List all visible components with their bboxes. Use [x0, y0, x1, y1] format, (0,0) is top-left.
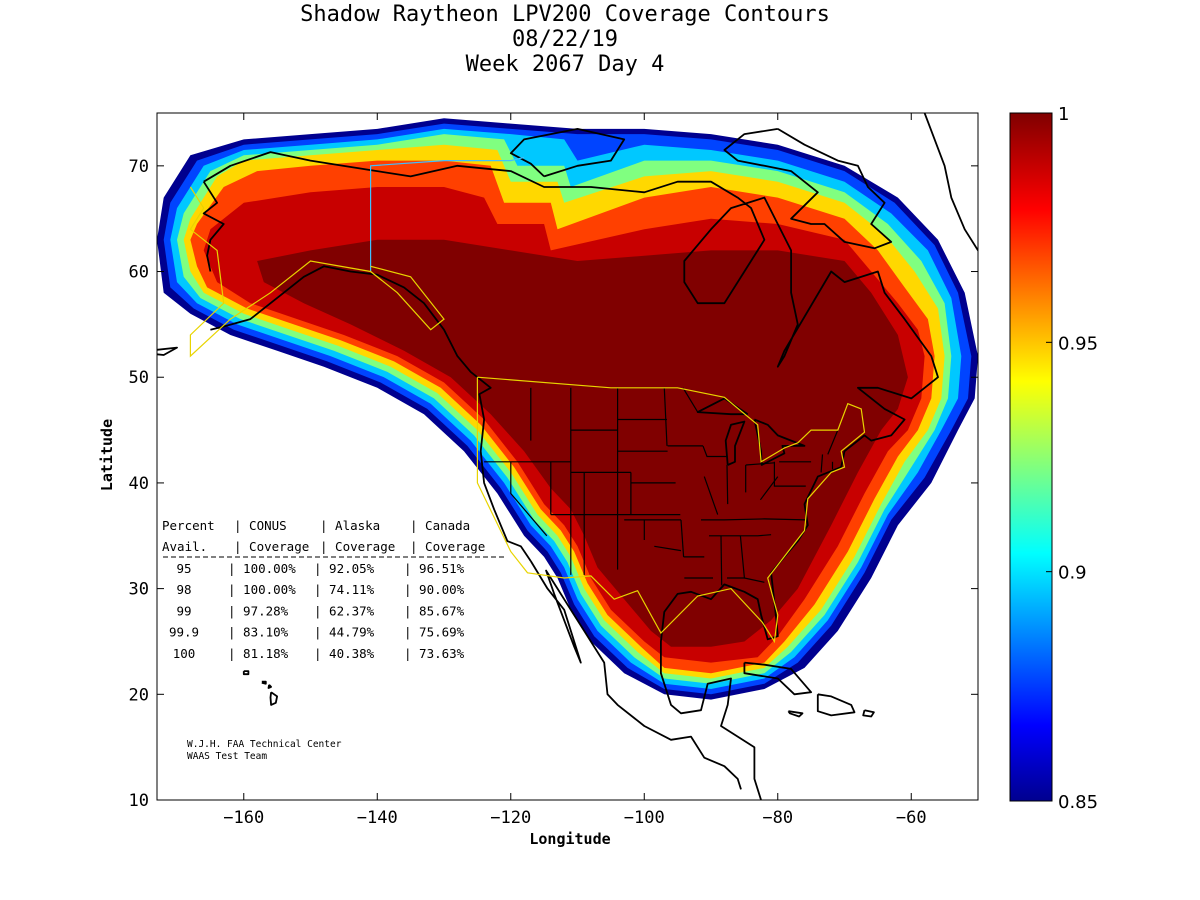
coastline-9: [862, 709, 875, 718]
table-row-2-cell-2: | 62.37%: [314, 603, 375, 618]
coastline-13: [923, 113, 978, 253]
coastline-17: [269, 691, 278, 706]
state-border-37: [654, 545, 682, 552]
state-border-27: [726, 464, 729, 505]
state-border-29: [773, 461, 806, 487]
coastline-2: [202, 181, 225, 272]
colorbar-tick-label-1: 0.9: [1058, 563, 1087, 584]
coastline-11: [509, 128, 626, 178]
coastline-1: [210, 265, 532, 562]
chart-title-line-1: Shadow Raytheon LPV200 Coverage Contours: [300, 2, 830, 27]
table-row-2-cell-3: | 85.67%: [404, 603, 465, 618]
table-row-3-cell-3: | 75.69%: [404, 625, 465, 640]
x-tick-label-1: −140: [357, 808, 398, 828]
state-border-1: [510, 461, 548, 537]
table-header-1-cell-1: | CONUS: [234, 518, 287, 533]
x-tick-label-0: −160: [223, 808, 264, 828]
table-header-1-cell-2: | Alaska: [320, 518, 380, 533]
coastline-16: [267, 684, 272, 689]
table-row-0-cell-3: | 96.51%: [404, 561, 465, 576]
table-row-1-cell-0: 98: [176, 582, 191, 597]
state-border-18: [680, 519, 685, 557]
table-header-1-cell-3: | Canada: [410, 518, 470, 533]
x-tick-label-3: −100: [624, 808, 665, 828]
state-border-36: [682, 387, 699, 413]
y-tick-label-5: 60: [129, 263, 149, 283]
coastline-15: [261, 680, 267, 685]
state-border-34: [827, 429, 839, 455]
coastline-18: [157, 346, 178, 356]
state-border-25: [702, 445, 728, 458]
coastline-7: [743, 661, 812, 696]
coastline-3: [530, 560, 742, 790]
colorbar-tick-label-3: 1: [1058, 104, 1069, 125]
table-header-2-cell-1: | Coverage: [234, 539, 309, 554]
table-header-2-cell-3: | Coverage: [410, 539, 485, 554]
table-row-3-cell-0: 99.9: [169, 625, 199, 640]
colorbar-ticks: 0.85 0.9 0.95 1: [1046, 104, 1098, 813]
table-row-0-cell-2: | 92.05%: [314, 561, 375, 576]
table-row-2-cell-1: | 97.28%: [228, 603, 289, 618]
x-axis-label: Longitude: [529, 830, 610, 848]
table-header-1-cell-0: Percent: [162, 518, 215, 533]
state-border-14: [663, 387, 668, 446]
y-tick-label-3: 40: [129, 474, 149, 494]
state-border-32: [820, 454, 824, 473]
table-row-4-cell-0: 100: [173, 646, 196, 661]
coastline-0: [203, 151, 939, 800]
state-border-26: [703, 476, 719, 515]
plot-frame: [156, 112, 979, 801]
table-row-3-cell-2: | 44.79%: [314, 625, 375, 640]
colorbar-tick-label-0: 0.85: [1058, 792, 1098, 813]
table-row-1-cell-1: | 100.00%: [228, 582, 296, 597]
y-tick-label-0: 10: [129, 791, 149, 811]
x-tick-label-4: −80: [762, 808, 793, 828]
y-tick-label-1: 20: [129, 685, 149, 705]
table-row-0-cell-1: | 100.00%: [228, 561, 296, 576]
alaska-service-volume: [189, 186, 445, 358]
y-tick-label-4: 50: [129, 368, 149, 388]
table-row-1-cell-3: | 90.00%: [404, 582, 465, 597]
colorbar: [1009, 112, 1053, 802]
table-header-2-cell-0: Avail.: [162, 539, 207, 554]
state-border-24: [744, 577, 765, 583]
table-row-2-cell-0: 99: [176, 603, 191, 618]
table-header-2-cell-2: | Coverage: [320, 539, 395, 554]
table-row-4-cell-3: | 73.63%: [404, 646, 465, 661]
table-row-4-cell-1: | 81.18%: [228, 646, 289, 661]
x-axis: −160 −140 −120 −100 −80 −60: [223, 113, 927, 828]
chart-title-line-3: Week 2067 Day 4: [465, 52, 665, 77]
state-border-20: [701, 518, 806, 521]
canada-service-volume: [370, 156, 525, 272]
coastline-layer: [157, 113, 978, 800]
table-row-1-cell-2: | 74.11%: [314, 582, 375, 597]
colorbar-tick-label-2: 0.95: [1058, 333, 1098, 354]
y-tick-label-6: 70: [129, 157, 149, 177]
x-tick-label-2: −120: [490, 808, 531, 828]
coastline-14: [242, 670, 250, 676]
y-axis: 10 20 30 40 50 60 70: [129, 157, 978, 811]
credit-line-2: WAAS Test Team: [187, 751, 267, 762]
y-tick-label-2: 30: [129, 580, 149, 600]
x-tick-label-5: −60: [896, 808, 927, 828]
conus-service-volume: [476, 376, 866, 644]
coastline-12: [723, 128, 893, 250]
state-border-21: [709, 534, 772, 537]
state-border-35: [745, 462, 775, 466]
coastline-10: [787, 710, 804, 718]
y-axis-label: Latitude: [98, 419, 116, 491]
credit-line-1: W.J.H. FAA Technical Center: [187, 739, 342, 750]
chart-title-line-2: 08/22/19: [512, 27, 618, 52]
coastline-6: [753, 418, 806, 466]
state-border-22: [720, 535, 723, 586]
coastline-8: [816, 693, 856, 717]
table-row-3-cell-1: | 83.10%: [228, 625, 289, 640]
table-row-0-cell-0: 95: [176, 561, 191, 576]
state-border-30: [759, 476, 779, 501]
availability-table: Percent | CONUS | Alaska | Canada Avail. | Co…: [162, 518, 505, 661]
coverage-zone-7: [257, 239, 908, 647]
table-row-4-cell-2: | 40.38%: [314, 646, 375, 661]
coastline-5: [724, 420, 746, 466]
